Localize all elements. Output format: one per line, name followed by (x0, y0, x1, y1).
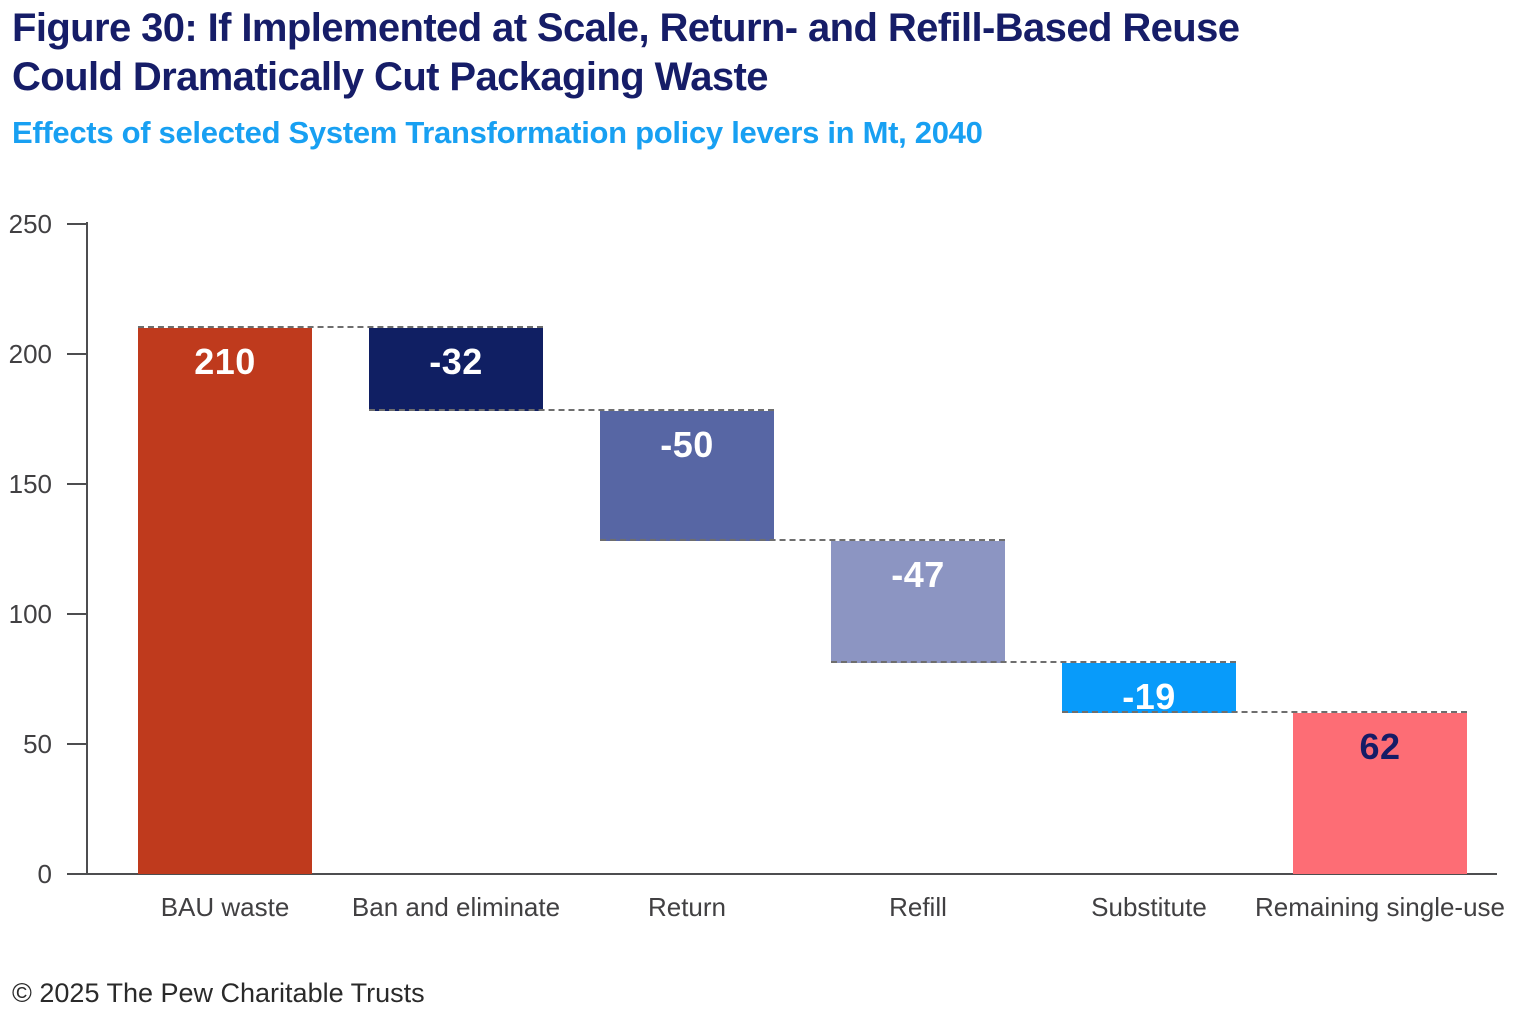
x-axis-category-label: Remaining single-use (1254, 892, 1506, 922)
bar-value-label: 62 (1359, 725, 1401, 767)
bar-value-label: -19 (1122, 676, 1176, 718)
y-axis-tick-label: 200 (8, 339, 52, 369)
y-axis-tick-label: 0 (37, 859, 52, 889)
figure-title-line-1: Figure 30: If Implemented at Scale, Retu… (12, 6, 1240, 50)
x-axis-category-label: Substitute (1091, 892, 1207, 922)
x-axis-category-label: Ban and eliminate (351, 892, 561, 922)
connector-line (1062, 710, 1467, 713)
copyright-text: © 2025 The Pew Charitable Trusts (12, 978, 425, 1008)
bar-value-label: -32 (429, 341, 483, 382)
y-axis-tick-label: 150 (8, 469, 52, 499)
bar-ban-and-eliminate (369, 328, 543, 412)
y-axis-tick (67, 743, 88, 745)
figure-header: Figure 30: If Implemented at Scale, Retu… (12, 4, 1512, 151)
y-axis-tick (67, 223, 88, 225)
y-axis-tick (67, 873, 88, 875)
y-axis-tick-label: 50 (23, 729, 52, 759)
connector-line (600, 539, 1005, 542)
y-axis-tick (67, 613, 88, 615)
x-axis-line (67, 873, 1497, 875)
x-axis-category-label: Return (647, 892, 727, 922)
bar-substitute (1062, 663, 1236, 713)
y-axis-line (86, 222, 88, 874)
x-axis-category-label: BAU waste (160, 892, 290, 922)
bar-value-label: -47 (891, 554, 945, 596)
y-axis-tick (67, 483, 88, 485)
bar-value-label: -50 (660, 424, 714, 466)
y-axis-tick (67, 353, 88, 355)
bar-value-label: 210 (194, 341, 256, 382)
bar-remaining-single-use (1293, 712, 1467, 874)
y-axis-tick-label: 100 (8, 599, 52, 629)
bar-bau-waste (138, 328, 312, 874)
connector-line (831, 661, 1236, 664)
bar-refill (831, 541, 1005, 664)
figure-subtitle: Effects of selected System Transformatio… (12, 115, 983, 150)
y-axis-tick-label: 250 (8, 209, 52, 239)
bar-return (600, 411, 774, 542)
figure-title-line-2: Could Dramatically Cut Packaging Waste (12, 55, 769, 99)
connector-line (369, 409, 774, 412)
x-axis-category-label: Refill (889, 892, 947, 922)
figure-title: Figure 30: If Implemented at Scale, Retu… (12, 4, 1512, 102)
connector-line (138, 326, 543, 328)
